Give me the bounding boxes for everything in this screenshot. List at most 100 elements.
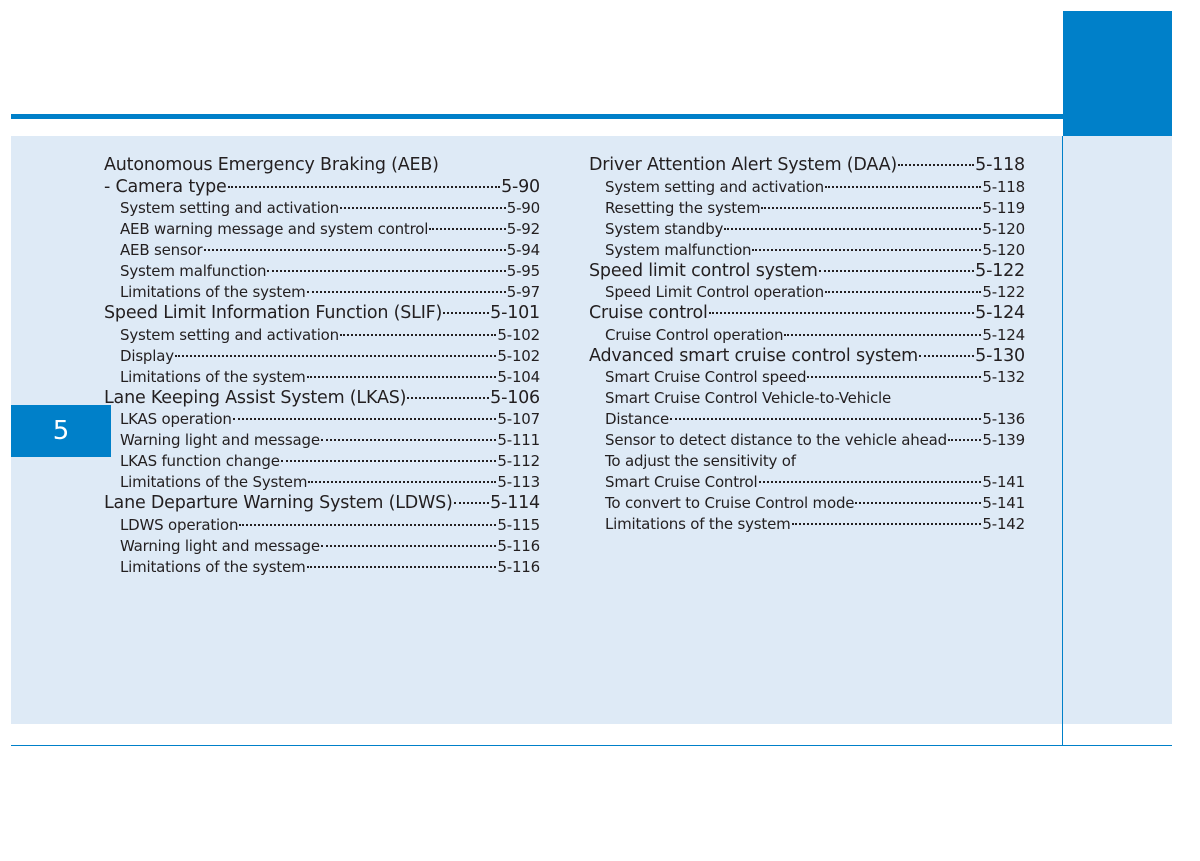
toc-entry[interactable]: Driver Attention Alert System (DAA) 5-118 — [589, 155, 1025, 177]
toc-page-number: 5-113 — [497, 473, 540, 491]
toc-entry[interactable]: Lane Keeping Assist System (LKAS) 5-106 — [104, 388, 540, 410]
toc-leader-dots — [232, 418, 497, 420]
toc-page-number: 5-118 — [975, 155, 1025, 175]
toc-page-number: 5-124 — [975, 303, 1025, 323]
toc-entry-title: Warning light and message — [120, 536, 320, 555]
toc-subentry[interactable]: Speed Limit Control operation 5-122 — [589, 282, 1025, 303]
toc-leader-dots — [227, 185, 501, 188]
toc-entry-title: Speed limit control system — [589, 260, 818, 281]
toc-leader-dots — [267, 270, 506, 272]
toc-page-number: 5-120 — [982, 219, 1025, 238]
toc-page-number: 5-139 — [982, 431, 1025, 449]
toc-subentry[interactable]: Limitations of the system 5-104 — [104, 367, 540, 388]
toc-entry-title: LKAS operation — [120, 410, 232, 428]
toc-subentry[interactable]: AEB sensor 5-94 — [104, 240, 540, 261]
toc-leader-dots — [784, 333, 982, 336]
toc-subentry[interactable]: Smart Cruise Control 5-141 — [589, 472, 1025, 493]
toc-subentry[interactable]: Resetting the system 5-119 — [589, 198, 1025, 219]
toc-column-right: Driver Attention Alert System (DAA) 5-118… — [589, 155, 1025, 535]
toc-entry-title: AEB warning message and system control — [120, 220, 429, 238]
toc-entry-title: Limitations of the System — [120, 473, 308, 491]
toc-entry-title: Smart Cruise Control speed — [605, 368, 807, 386]
toc-page-number: 5-122 — [975, 260, 1025, 281]
toc-entry-title: Smart Cruise Control — [605, 473, 758, 491]
toc-page-number: 5-90 — [501, 176, 540, 197]
toc-subentry[interactable]: AEB warning message and system control 5-… — [104, 219, 540, 240]
toc-page-number: 5-104 — [497, 367, 540, 386]
toc-entry-title: System setting and activation — [120, 199, 339, 217]
toc-page-number: 5-97 — [506, 283, 540, 301]
toc-subentry[interactable]: System setting and activation 5-90 — [104, 198, 540, 219]
toc-entry-title: Autonomous Emergency Braking (AEB) — [104, 155, 439, 175]
toc-leader-dots — [807, 376, 982, 378]
toc-entry-title: Limitations of the system — [120, 283, 306, 301]
toc-leader-dots — [752, 248, 982, 251]
toc-page-number: 5-94 — [506, 241, 540, 259]
toc-entry[interactable]: Autonomous Emergency Braking (AEB) — [104, 155, 540, 177]
toc-subentry[interactable]: Display 5-102 — [104, 346, 540, 367]
toc-entry-title: Limitations of the system — [120, 367, 306, 386]
toc-subentry[interactable]: Smart Cruise Control speed 5-132 — [589, 367, 1025, 388]
toc-entry-title: LDWS operation — [120, 515, 239, 534]
toc-subentry[interactable]: LDWS operation 5-115 — [104, 515, 540, 536]
toc-subentry[interactable]: System malfunction 5-95 — [104, 261, 540, 282]
toc-subentry[interactable]: Limitations of the system 5-116 — [104, 557, 540, 578]
toc-subentry[interactable]: Cruise Control operation 5-124 — [589, 325, 1025, 346]
toc-subentry[interactable]: Limitations of the System 5-113 — [104, 472, 540, 493]
toc-subentry[interactable]: To adjust the sensitivity of — [589, 451, 1025, 472]
toc-entry-title: Display — [120, 346, 174, 365]
toc-entry-title: Sensor to detect distance to the vehicle… — [605, 431, 947, 449]
toc-entry[interactable]: Cruise control 5-124 — [589, 303, 1025, 325]
toc-subentry[interactable]: Sensor to detect distance to the vehicle… — [589, 430, 1025, 451]
toc-page-number: 5-106 — [490, 387, 540, 408]
chapter-tab[interactable]: 5 — [11, 405, 111, 457]
corner-accent-block — [1063, 11, 1172, 136]
toc-page-number: 5-102 — [497, 325, 540, 344]
toc-page-number: 5-107 — [497, 410, 540, 428]
toc-page-number: 5-92 — [506, 220, 540, 238]
toc-entry-title: Lane Departure Warning System (LDWS) — [104, 493, 453, 513]
toc-entry[interactable]: Speed limit control system 5-122 — [589, 261, 1025, 283]
toc-subentry[interactable]: LKAS function change 5-112 — [104, 451, 540, 472]
toc-page-number: 5-132 — [982, 368, 1025, 386]
toc-subentry[interactable]: System setting and activation 5-118 — [589, 177, 1025, 198]
toc-subentry[interactable]: System setting and activation 5-102 — [104, 325, 540, 346]
toc-entry[interactable]: Speed Limit Information Function (SLIF) 5… — [104, 303, 540, 325]
toc-page-number: 5-95 — [506, 262, 540, 280]
toc-subentry[interactable]: To convert to Cruise Control mode 5-141 — [589, 493, 1025, 514]
toc-subentry[interactable]: System malfunction 5-120 — [589, 240, 1025, 261]
toc-page-number: 5-118 — [982, 177, 1025, 196]
toc-subentry[interactable]: Warning light and message 5-111 — [104, 430, 540, 451]
toc-leader-dots — [320, 439, 497, 441]
toc-leader-dots — [443, 312, 490, 314]
toc-subentry[interactable]: Limitations of the system 5-142 — [589, 514, 1025, 535]
toc-page-number: 5-90 — [506, 199, 540, 217]
toc-page-number: 5-101 — [490, 303, 540, 323]
toc-subentry[interactable]: Smart Cruise Control Vehicle-to-Vehicle — [589, 388, 1025, 409]
toc-entry-title: Resetting the system — [605, 198, 761, 217]
toc-page-number: 5-102 — [497, 346, 540, 365]
toc-entry-title: Cruise Control operation — [605, 325, 784, 344]
toc-leader-dots — [308, 481, 497, 483]
toc-page-number: 5-122 — [982, 283, 1025, 301]
toc-page-number: 5-116 — [497, 557, 540, 576]
toc-subentry[interactable]: LKAS operation 5-107 — [104, 409, 540, 430]
toc-subentry[interactable]: System standby 5-120 — [589, 219, 1025, 240]
toc-entry-title: Driver Attention Alert System (DAA) — [589, 155, 898, 175]
toc-leader-dots — [239, 523, 497, 526]
toc-page-number: 5-141 — [982, 494, 1025, 512]
toc-leader-dots — [724, 227, 982, 230]
toc-subentry[interactable]: Limitations of the system 5-97 — [104, 282, 540, 303]
toc-page-number: 5-120 — [982, 240, 1025, 259]
toc-leader-dots — [824, 185, 982, 188]
toc-leader-dots — [818, 269, 975, 272]
toc-subentry[interactable]: Distance 5-136 — [589, 409, 1025, 430]
toc-entry[interactable]: Advanced smart cruise control system 5-13… — [589, 346, 1025, 368]
toc-entry[interactable]: Lane Departure Warning System (LDWS) 5-11… — [104, 493, 540, 515]
toc-entry[interactable]: - Camera type 5-90 — [104, 177, 540, 199]
toc-subentry[interactable]: Warning light and message 5-116 — [104, 536, 540, 557]
toc-entry-title: System standby — [605, 219, 724, 238]
toc-leader-dots — [898, 164, 975, 166]
toc-page-number: 5-115 — [497, 515, 540, 534]
toc-leader-dots — [280, 460, 497, 462]
